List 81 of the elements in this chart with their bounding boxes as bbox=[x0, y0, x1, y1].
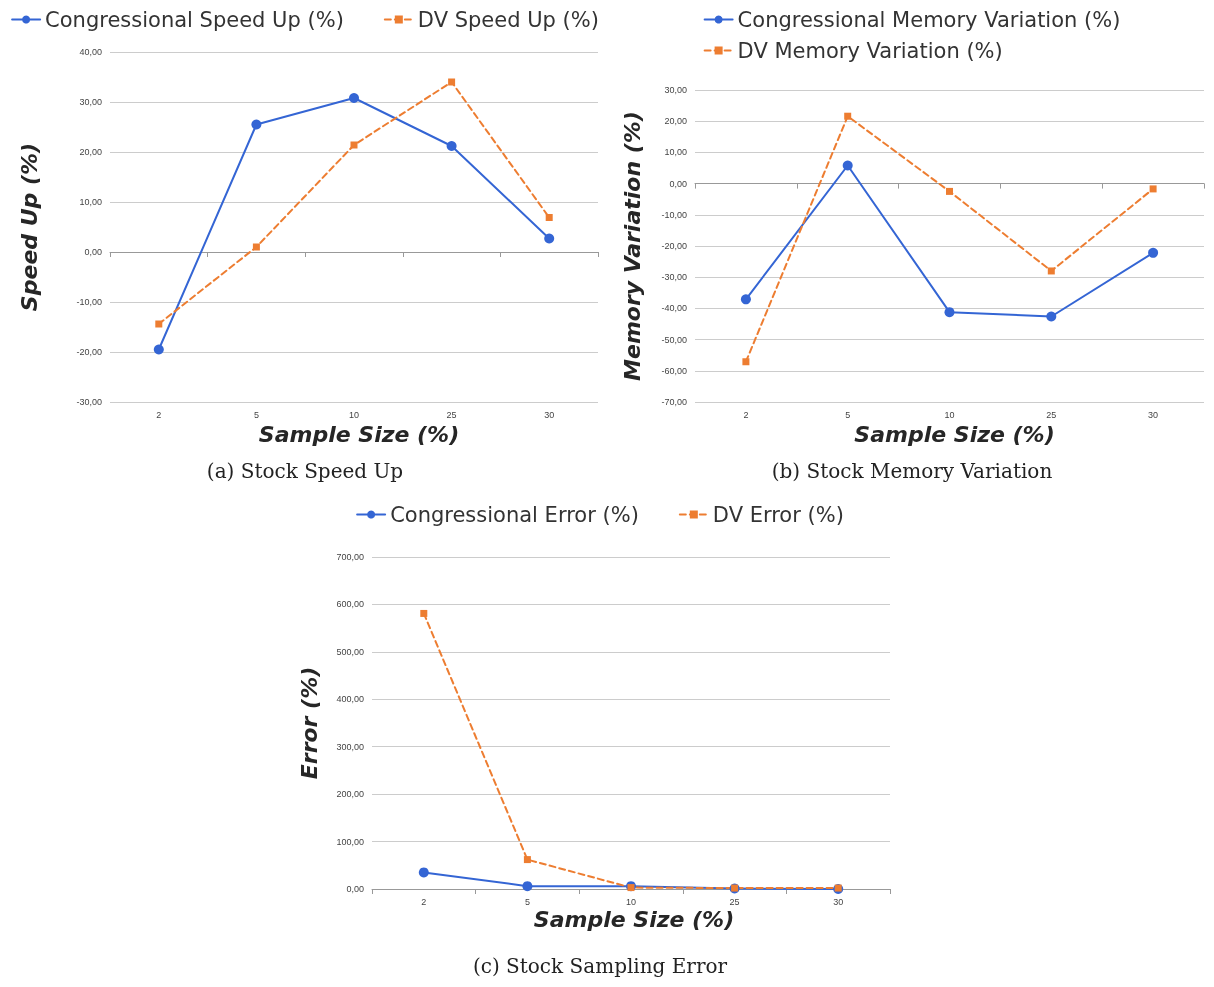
x-tick-label: 10 bbox=[348, 409, 360, 420]
y-tick-label: 600,00 bbox=[336, 599, 364, 610]
y-tick-label: 0,00 bbox=[669, 178, 687, 189]
x-axis-title: Sample Size (%) bbox=[258, 421, 460, 447]
point bbox=[842, 160, 853, 171]
legend-label: DV Error (%) bbox=[712, 502, 844, 527]
point bbox=[418, 867, 429, 878]
text: (c) Stock Sampling Error bbox=[472, 954, 728, 978]
point bbox=[252, 243, 260, 251]
y-tick-label: 700,00 bbox=[336, 552, 364, 562]
point bbox=[522, 881, 533, 892]
y-axis-title: Speed Up (%) bbox=[16, 142, 42, 312]
legend-label: Congressional Memory Variation (%) bbox=[737, 7, 1121, 32]
x-axis-title: Sample Size (%) bbox=[533, 906, 735, 932]
x-tick-label: 2 bbox=[743, 409, 749, 420]
legend-label: DV Memory Variation (%) bbox=[737, 38, 1003, 63]
y-tick-label: 30,00 bbox=[664, 85, 687, 95]
point bbox=[349, 93, 359, 103]
point bbox=[420, 609, 428, 617]
x-tick-label: 5 bbox=[845, 409, 851, 420]
point bbox=[1148, 247, 1159, 258]
y-tick-label: 400,00 bbox=[336, 694, 364, 705]
point bbox=[446, 141, 457, 151]
x-tick-label: 30 bbox=[833, 896, 844, 907]
point bbox=[350, 141, 358, 149]
text: (b) Stock Memory Variation bbox=[771, 459, 1053, 483]
point bbox=[944, 307, 955, 318]
y-tick-label: -10,00 bbox=[661, 209, 687, 220]
y-tick-label: -10,00 bbox=[76, 297, 102, 307]
x-tick-label: 10 bbox=[625, 896, 637, 907]
y-tick-label: 10,00 bbox=[79, 197, 102, 207]
x-tick-label: 30 bbox=[544, 409, 555, 420]
y-tick-label: -70,00 bbox=[661, 397, 687, 407]
point bbox=[742, 358, 750, 366]
y-tick-label: -20,00 bbox=[661, 241, 687, 251]
y-tick-label: -40,00 bbox=[661, 303, 687, 314]
legend-label: Congressional Speed Up (%) bbox=[45, 7, 344, 32]
point bbox=[844, 112, 852, 120]
y-tick-label: 20,00 bbox=[79, 147, 102, 157]
x-tick-label: 2 bbox=[421, 896, 427, 907]
x-tick-label: 25 bbox=[446, 409, 457, 420]
point bbox=[740, 294, 751, 305]
point bbox=[523, 856, 531, 864]
y-tick-label: -50,00 bbox=[661, 334, 687, 345]
point bbox=[251, 119, 262, 130]
x-tick-label: 5 bbox=[253, 409, 259, 420]
y-tick-label: -20,00 bbox=[76, 347, 102, 357]
y-tick-label: -60,00 bbox=[661, 365, 687, 376]
x-axis-title: Sample Size (%) bbox=[854, 421, 1055, 447]
x-tick-label: 2 bbox=[156, 409, 162, 420]
y-tick-label: 500,00 bbox=[336, 646, 364, 657]
point bbox=[1047, 267, 1055, 275]
x-tick-label: 25 bbox=[729, 896, 740, 907]
point bbox=[545, 214, 553, 221]
point bbox=[1149, 185, 1157, 193]
y-tick-label: 0,00 bbox=[84, 247, 102, 257]
y-axis-title: Error (%) bbox=[296, 666, 322, 780]
y-tick-label: 300,00 bbox=[336, 741, 364, 752]
point bbox=[544, 233, 555, 244]
text: (a) Stock Speed Up bbox=[206, 459, 404, 483]
y-axis-title: Memory Variation (%) bbox=[619, 111, 645, 381]
y-tick-label: 30,00 bbox=[79, 97, 102, 107]
x-tick-label: 5 bbox=[524, 896, 530, 907]
point bbox=[153, 344, 164, 355]
y-tick-label: 200,00 bbox=[336, 789, 364, 800]
y-tick-label: 20,00 bbox=[664, 116, 687, 127]
y-tick-label: -30,00 bbox=[661, 272, 687, 283]
point bbox=[155, 320, 163, 328]
legend-label: DV Speed Up (%) bbox=[417, 7, 599, 32]
x-tick-label: 10 bbox=[944, 409, 955, 420]
y-tick-label: 10,00 bbox=[664, 147, 687, 158]
y-tick-label: 40,00 bbox=[79, 47, 102, 57]
point bbox=[448, 78, 456, 86]
y-tick-label: 100,00 bbox=[336, 836, 364, 847]
point bbox=[946, 187, 953, 195]
y-tick-label: 0,00 bbox=[346, 884, 364, 894]
legend-label: Congressional Error (%) bbox=[390, 502, 639, 527]
point bbox=[1046, 311, 1057, 322]
y-tick-label: -30,00 bbox=[76, 397, 102, 407]
x-tick-label: 25 bbox=[1046, 409, 1057, 420]
x-tick-label: 30 bbox=[1148, 409, 1159, 420]
